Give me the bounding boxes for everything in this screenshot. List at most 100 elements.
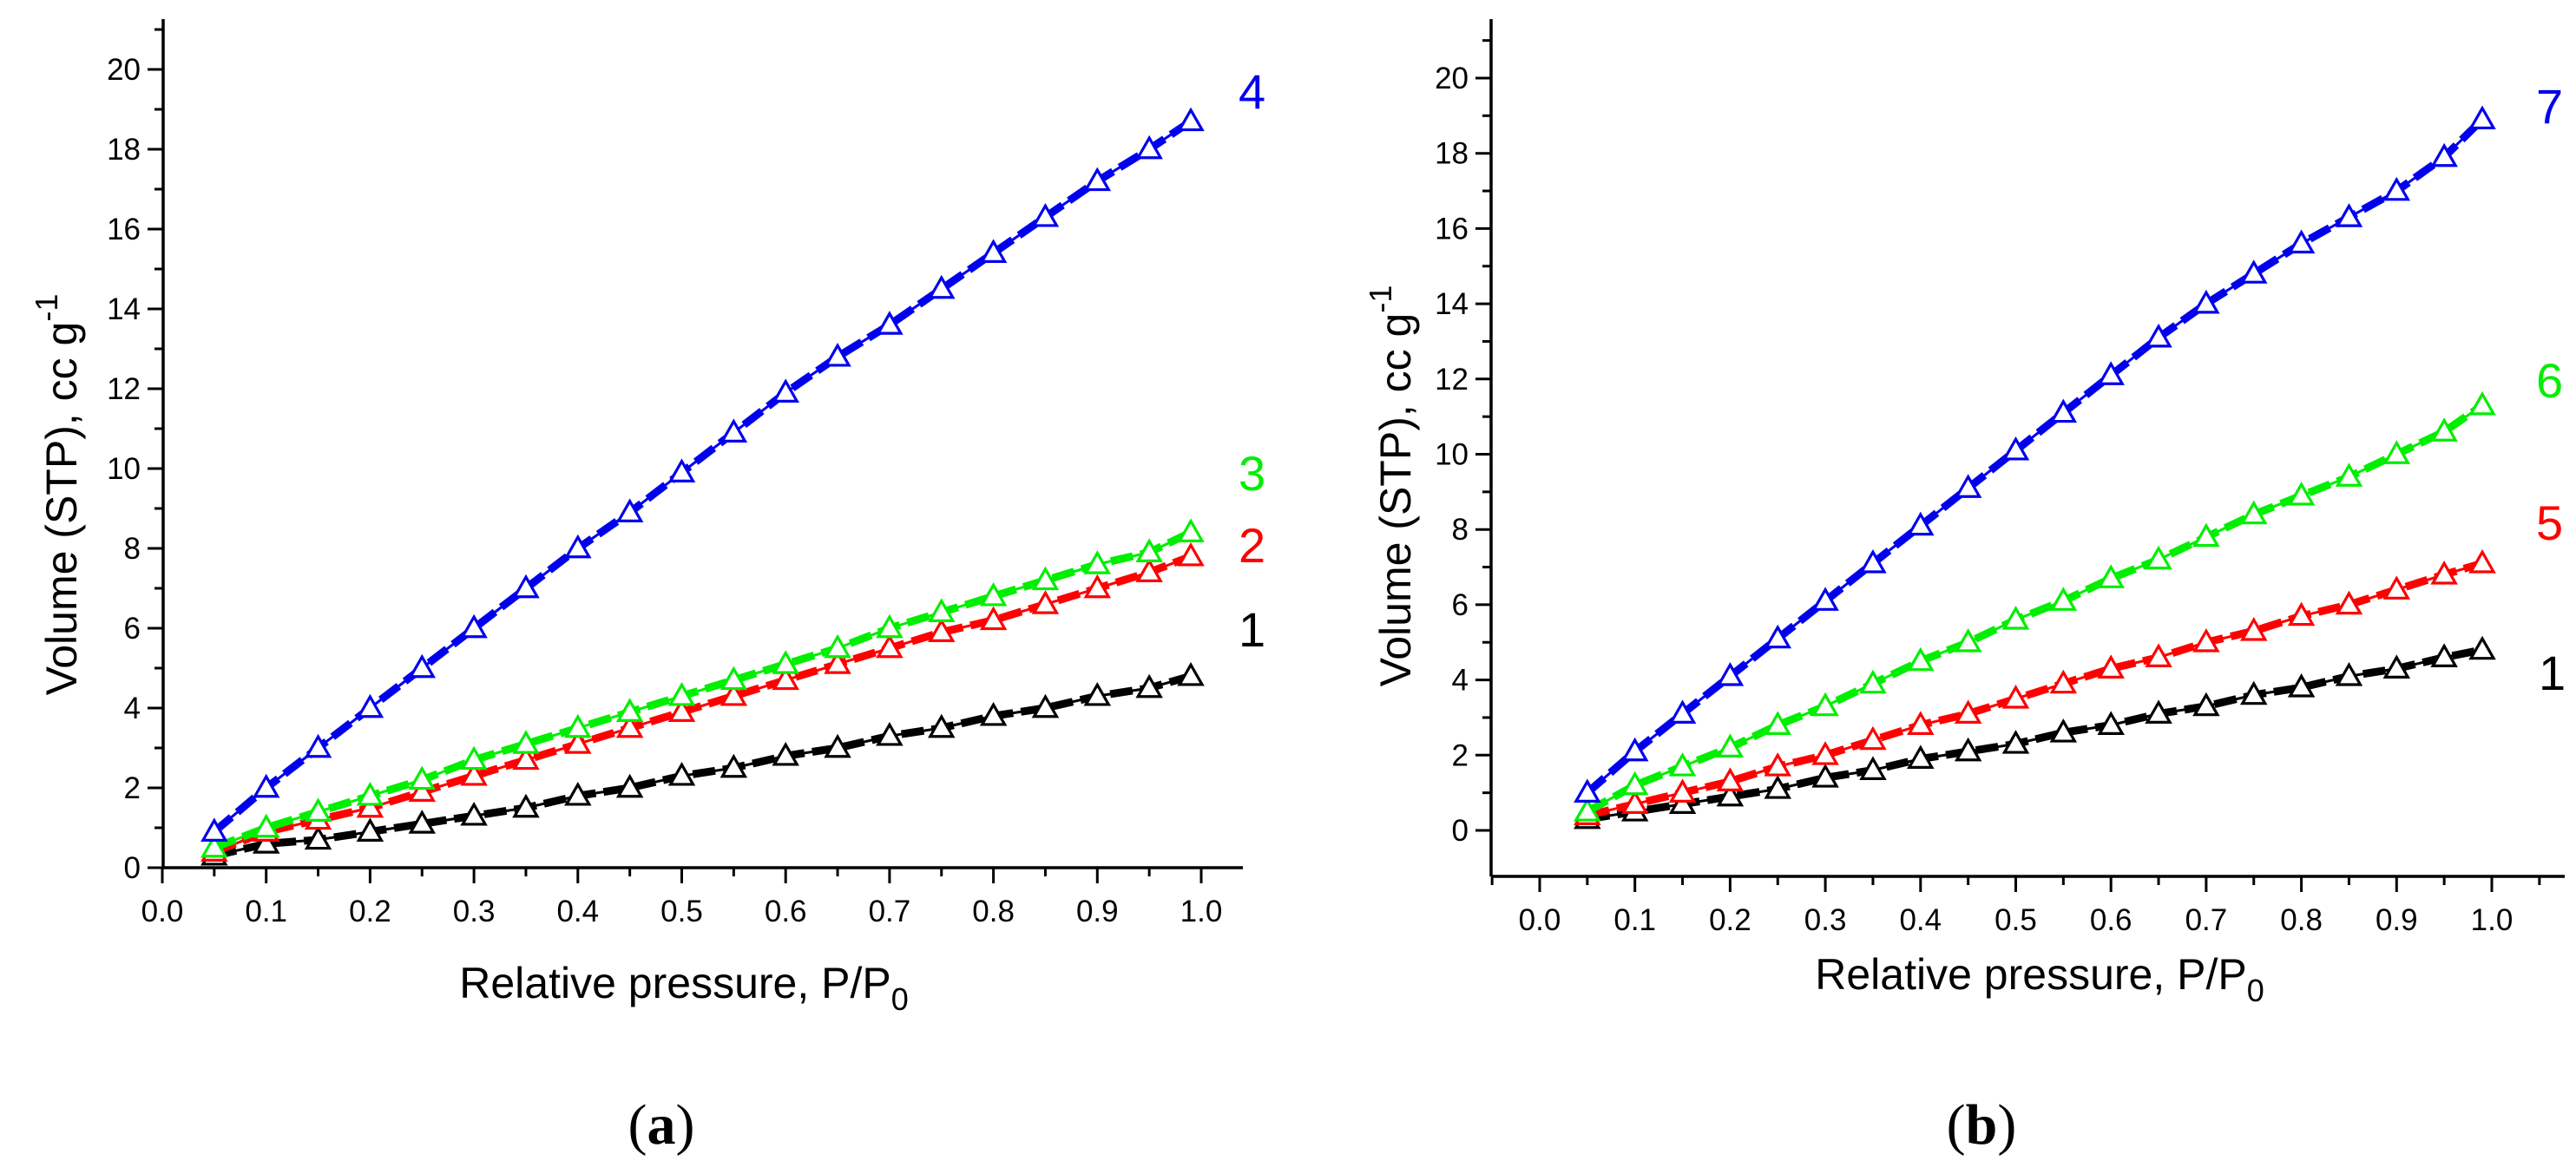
data-point	[927, 274, 956, 299]
data-point	[2382, 176, 2411, 201]
y-tick-label: 16	[1435, 212, 1469, 246]
data-point	[512, 745, 540, 771]
y-tick-label: 16	[107, 213, 141, 246]
data-point	[2145, 699, 2172, 724]
series-label-3: 3	[1239, 446, 1265, 501]
data-point	[1083, 550, 1112, 574]
data-point	[2287, 229, 2316, 254]
x-tick-label: 0.5	[1994, 903, 2037, 937]
y-tick-label: 4	[124, 692, 141, 725]
data-point	[408, 653, 437, 679]
data-point	[564, 781, 592, 806]
x-tick-label: 0.0	[141, 895, 184, 928]
data-point	[2468, 548, 2496, 574]
data-point	[1031, 202, 1060, 227]
chart-panel-b: 0.0 0.1 0.2 0.3 0.4 0.5 0.6 0.7 0.8 0.9 1.0 0 2 4 6 8 10…	[1363, 19, 2566, 1157]
data-point	[408, 765, 437, 790]
data-point	[876, 633, 904, 659]
x-axis-title-b: Relative pressure, P/P0	[1815, 950, 2264, 1008]
series-label-7: 7	[2536, 79, 2563, 134]
series-1: 1	[1574, 635, 2566, 830]
y-tick-label: 20	[107, 53, 141, 87]
data-point	[2287, 481, 2316, 506]
y-tick-label: 12	[107, 372, 141, 406]
data-point	[2097, 654, 2125, 679]
x-tick-label: 0.8	[972, 895, 1015, 928]
data-point	[1716, 767, 1745, 791]
x-tick-label: 0.2	[1709, 903, 1751, 937]
series-label-5: 5	[2536, 495, 2563, 550]
data-point	[512, 793, 540, 818]
data-point	[2335, 462, 2363, 487]
y-tick-label: 12	[1435, 363, 1469, 397]
data-point	[2430, 560, 2458, 585]
data-point	[2239, 680, 2268, 705]
data-point	[2382, 440, 2411, 464]
data-point	[564, 730, 592, 754]
data-point	[1574, 778, 1601, 803]
data-point	[2049, 587, 2078, 611]
data-point	[2097, 564, 2125, 588]
data-point	[1177, 518, 1205, 542]
data-point	[876, 311, 904, 335]
data-point	[1716, 782, 1745, 807]
series-label-1: 1	[2539, 646, 2566, 700]
x-tick-label: 0.5	[660, 895, 703, 928]
data-point	[1764, 624, 1792, 649]
data-point	[927, 618, 956, 642]
data-point	[1135, 558, 1163, 582]
data-point	[876, 613, 904, 639]
data-point	[1031, 566, 1060, 591]
data-point	[2335, 590, 2363, 615]
x-tick-label: 0.6	[2090, 903, 2132, 937]
data-point	[1811, 587, 1839, 611]
series-label-1: 1	[1239, 602, 1265, 657]
x-tick-label: 0.4	[1899, 903, 1942, 937]
data-point	[252, 830, 280, 854]
data-point	[304, 733, 332, 758]
series-5: 5	[1574, 495, 2563, 826]
data-point	[512, 574, 540, 599]
data-point	[408, 810, 437, 834]
data-point	[2049, 669, 2078, 694]
data-point	[979, 239, 1008, 263]
data-point	[304, 825, 332, 850]
y-tick-label: 0	[1452, 814, 1469, 848]
data-point	[2239, 259, 2268, 284]
data-point	[824, 733, 851, 758]
data-point	[1859, 669, 1887, 694]
x-tick-label: 1.0	[1180, 895, 1223, 928]
series-6: 6	[1574, 353, 2563, 822]
y-axis-title-b: Volume (STP), cc g-1	[1363, 285, 1420, 687]
data-point	[1135, 134, 1163, 160]
series-a: 1 2 3 4	[200, 64, 1265, 866]
data-point	[2001, 606, 2030, 630]
y-tick-label: 2	[1452, 738, 1469, 772]
data-point	[2145, 323, 2172, 348]
y-tick-label: 10	[107, 452, 141, 486]
data-point	[772, 666, 799, 691]
data-point	[2145, 545, 2172, 570]
data-point	[1177, 541, 1205, 567]
chart-panel-a: 0.0 0.1 0.2 0.3 0.4 0.5 0.6 0.7 0.8 0.9 1.0 0 2 4 6 8 10…	[29, 19, 1265, 1157]
data-point	[1031, 590, 1060, 614]
data-point	[615, 698, 644, 722]
x-tick-label: 0.6	[765, 895, 807, 928]
series-line-4	[211, 118, 1193, 836]
data-point	[615, 498, 644, 522]
series-line-solid-4	[213, 120, 1192, 833]
data-point	[2335, 203, 2363, 227]
y-tick-label: 4	[1452, 664, 1469, 698]
data-point	[2287, 601, 2316, 626]
data-point	[720, 753, 748, 778]
data-point	[1764, 752, 1792, 777]
x-tick-label: 0.4	[556, 895, 599, 928]
series-3: 3	[200, 446, 1265, 858]
data-point	[1620, 771, 1649, 796]
x-tick-label: 0.3	[1804, 903, 1847, 937]
y-tick-label: 18	[107, 133, 141, 167]
data-point	[2239, 500, 2268, 525]
data-point	[2097, 361, 2125, 385]
y-tick-label: 2	[124, 771, 141, 805]
